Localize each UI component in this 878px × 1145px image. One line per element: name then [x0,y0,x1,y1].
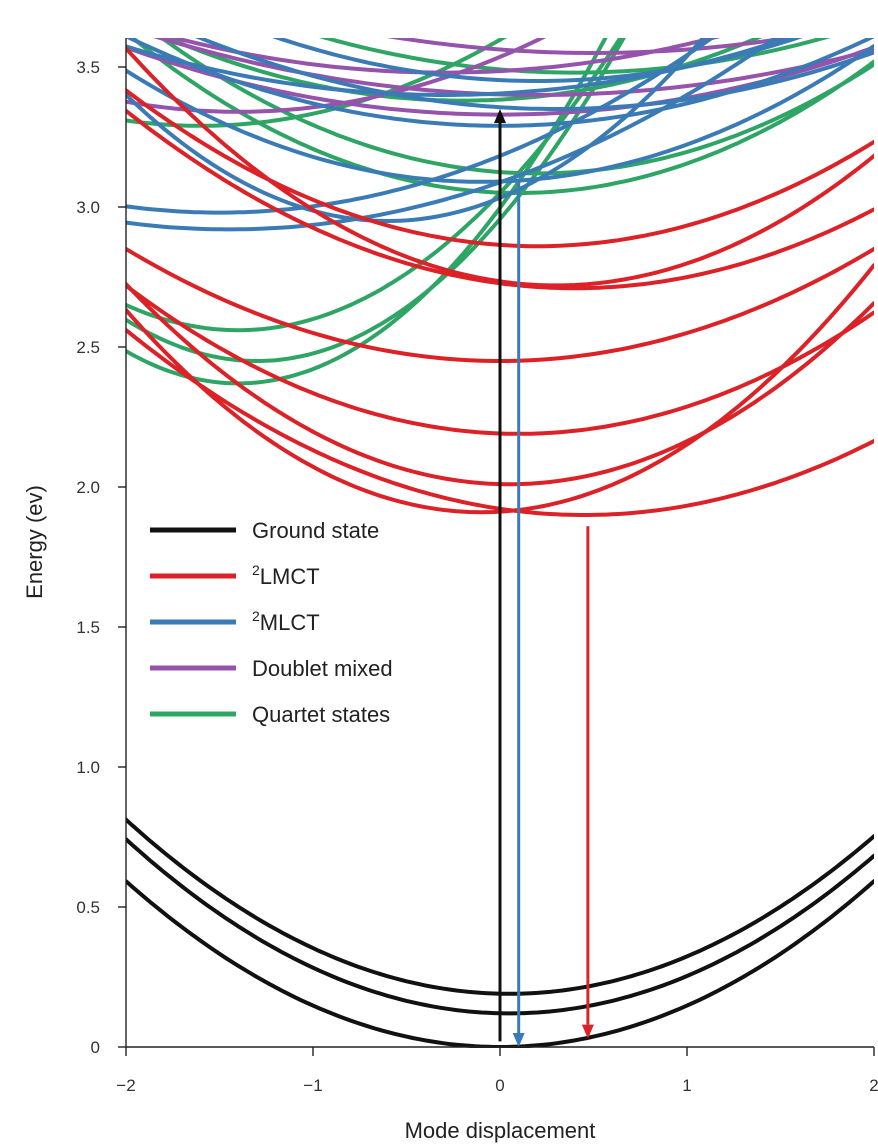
transition-arrows [494,109,594,1047]
x-tick-label: 1 [682,1076,691,1095]
legend-label: Ground state [252,518,379,543]
x-tick-label: −2 [116,1076,135,1095]
x-tick-label: 0 [495,1076,504,1095]
curve-quartet-states-31 [318,38,831,75]
x-ticks: −2 −1 0 1 2 [116,1047,878,1095]
y-tick-label: 3.0 [76,198,100,217]
x-tick-label: −1 [303,1076,322,1095]
arrow-head-1 [512,1033,525,1047]
curve-mlct-15 [194,38,874,111]
y-axis-title: Energy (ev) [22,485,47,599]
legend: Ground state 2LMCT 2MLCT Doublet mixed Quart… [150,518,393,727]
y-tick-label: 1.5 [76,618,100,637]
arrow-head-2 [581,1024,594,1039]
curve-quartet-states-27 [126,38,508,128]
x-axis-title: Mode displacement [405,1118,596,1143]
y-tick-label: 2.5 [76,338,100,357]
legend-label: 2MLCT [252,608,320,635]
y-ticks: 0 0.5 1.0 1.5 2.0 2.5 3.0 3.5 [76,58,126,1057]
legend-label: Quartet states [252,702,390,727]
curve-doublet-mixed-22 [167,38,721,75]
y-tick-label: 2.0 [76,478,100,497]
y-tick-label: 0.5 [76,898,100,917]
x-tick-label: 2 [869,1076,878,1095]
y-tick-label: 3.5 [76,58,100,77]
curve-doublet-mixed-23 [387,38,800,55]
y-tick-label: 1.0 [76,758,100,777]
curve-doublet-mixed-19 [126,38,547,114]
curve-mlct-18 [126,38,795,97]
y-tick-label: 0 [91,1038,100,1057]
arrow-head-0 [494,109,506,123]
legend-label: Doublet mixed [252,656,393,681]
legend-label: 2LMCT [252,562,320,589]
